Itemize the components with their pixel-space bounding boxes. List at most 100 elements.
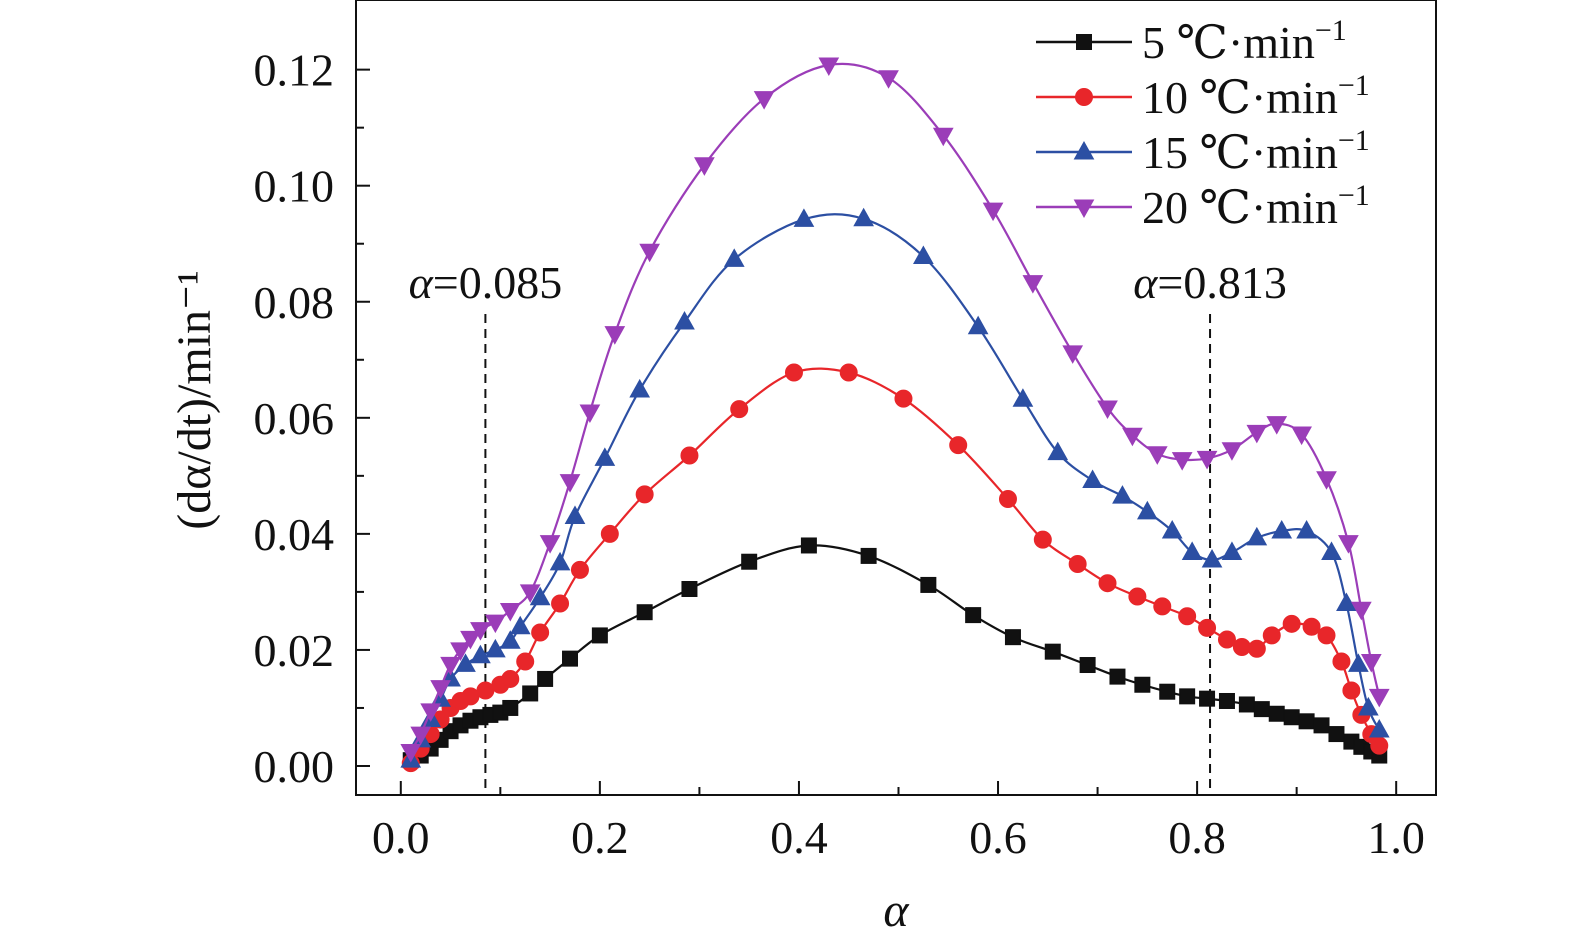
y-tick-label: 0.06 [254,393,335,444]
data-point [1284,710,1299,725]
data-point [1113,486,1132,503]
x-tick-label: 0.2 [571,812,629,863]
data-point [1329,727,1344,742]
data-point [1013,389,1032,406]
data-point [801,538,816,553]
data-point [1263,627,1280,644]
data-point [1063,346,1082,363]
data-point [532,624,549,641]
data-point [1283,615,1300,632]
legend-label-exponent: −1 [1338,69,1370,102]
legend-item: 5 ℃·min−1 [1036,14,1347,68]
data-point [840,364,857,381]
y-axis-ticks: 0.00 0.02 0.04 0.06 0.08 0.10 0.12 [254,45,371,792]
legend-marker [1075,200,1094,217]
data-point [1370,689,1389,706]
data-point [538,671,553,686]
data-point [640,244,659,261]
data-point [601,525,618,542]
data-point [1069,556,1086,573]
data-point [523,686,538,701]
chart: 0.000.020.040.060.080.100.12 0.0 0.2 0.4 0.… [0,0,1575,946]
data-point [1129,588,1146,605]
data-point [1343,682,1360,699]
data-point [861,548,876,563]
data-point [1218,631,1235,648]
data-point [563,651,578,666]
y-tick-label: 0.08 [254,277,335,328]
data-point [921,577,936,592]
data-point [1322,542,1341,559]
data-point [580,405,599,422]
data-point [999,491,1016,508]
data-point [1123,428,1142,445]
x-tick-label: 0.8 [1168,812,1226,863]
data-point [592,628,607,643]
series-line [411,545,1380,760]
data-point [966,608,981,623]
data-point [950,437,967,454]
data-point [1233,639,1250,656]
data-point [1371,737,1388,754]
legend-label-exponent: −1 [1338,179,1370,212]
data-point [1034,531,1051,548]
data-point [1200,691,1215,706]
y-tick-label: 0.12 [254,45,335,96]
annotation-label: α=0.085 [409,257,563,308]
data-point [1083,470,1102,487]
legend-label-main: 5 ℃·min [1142,17,1315,68]
annotation-value: =0.813 [1157,257,1286,308]
data-point [895,390,912,407]
data-point [682,581,697,596]
data-point [785,364,802,381]
x-tick-label: 0.6 [969,812,1027,863]
data-point [1303,618,1320,635]
data-point [561,475,580,492]
annotation-symbol: α [409,257,434,308]
legend-label-exponent: −1 [1338,124,1370,157]
data-point [1199,619,1216,636]
data-point [630,380,649,397]
legend-marker [1075,142,1094,159]
data-point [541,536,560,553]
x-tick-label: 0.4 [770,812,828,863]
x-axis-ticks: 0.0 0.2 0.4 0.6 0.8 1.0 [372,781,1425,863]
data-point [637,605,652,620]
data-point [1247,425,1266,442]
data-point [984,203,1003,220]
data-point [1333,653,1350,670]
legend-marker [1076,89,1093,106]
y-tick-label: 0.10 [254,161,335,212]
data-point [1317,472,1336,489]
legend: 5 ℃·min−110 ℃·min−115 ℃·min−120 ℃·min−1 [1036,14,1370,233]
data-point [511,617,530,634]
data-point [595,448,614,465]
legend-label: 20 ℃·min−1 [1142,179,1370,233]
legend-label: 15 ℃·min−1 [1142,124,1370,178]
data-point [742,554,757,569]
data-point [1269,706,1284,721]
data-point [879,71,898,88]
legend-item: 15 ℃·min−1 [1036,124,1370,178]
x-tick-label: 0.0 [372,812,430,863]
legend-label: 10 ℃·min−1 [1142,69,1370,123]
data-point [552,595,569,612]
data-point [1138,502,1157,519]
data-point [681,447,698,464]
data-point [675,312,694,329]
data-point [731,401,748,418]
data-point [1248,640,1265,657]
data-point [1222,443,1241,460]
legend-item: 20 ℃·min−1 [1036,179,1370,233]
legend-label-main: 15 ℃·min [1142,127,1338,178]
data-point [1254,702,1269,717]
data-point [503,700,518,715]
annotation-value: =0.085 [433,257,562,308]
data-point [1180,689,1195,704]
data-point [1160,684,1175,699]
data-point [969,317,988,334]
y-axis-title: (dα/dt)/min⁻¹ [168,270,221,530]
y-tick-label: 0.04 [254,509,335,560]
data-point [571,561,588,578]
x-axis-title: α [883,884,909,937]
